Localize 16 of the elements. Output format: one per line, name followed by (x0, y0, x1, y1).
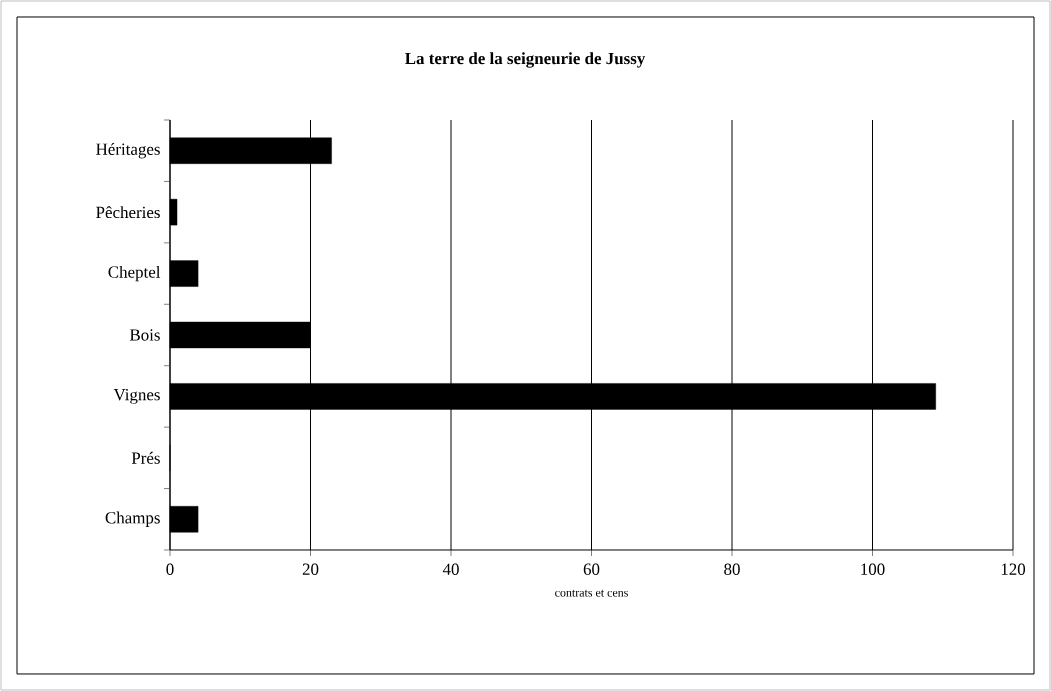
x-tick-label: 40 (442, 563, 459, 575)
y-tick-label: Vignes (113, 388, 160, 404)
y-tick-label: Bois (129, 329, 160, 341)
y-tick-label: Pêcheries (96, 206, 160, 219)
x-axis-title: contrats et cens (555, 589, 628, 597)
x-tick-label: 120 (1001, 563, 1026, 575)
y-tick-label: Héritages (96, 142, 160, 159)
y-tick-label: Cheptel (108, 265, 161, 282)
y-tick-label: Champs (105, 511, 160, 527)
x-tick-label: 80 (724, 563, 740, 575)
x-tick-label: 0 (166, 563, 174, 575)
y-tick-label: Prés (131, 451, 160, 464)
x-tick-label: 100 (861, 563, 885, 575)
x-tick-label: 60 (583, 563, 600, 575)
x-tick-label: 20 (302, 563, 319, 575)
chart-title: La terre de la seigneurie de Jussy (405, 52, 646, 68)
